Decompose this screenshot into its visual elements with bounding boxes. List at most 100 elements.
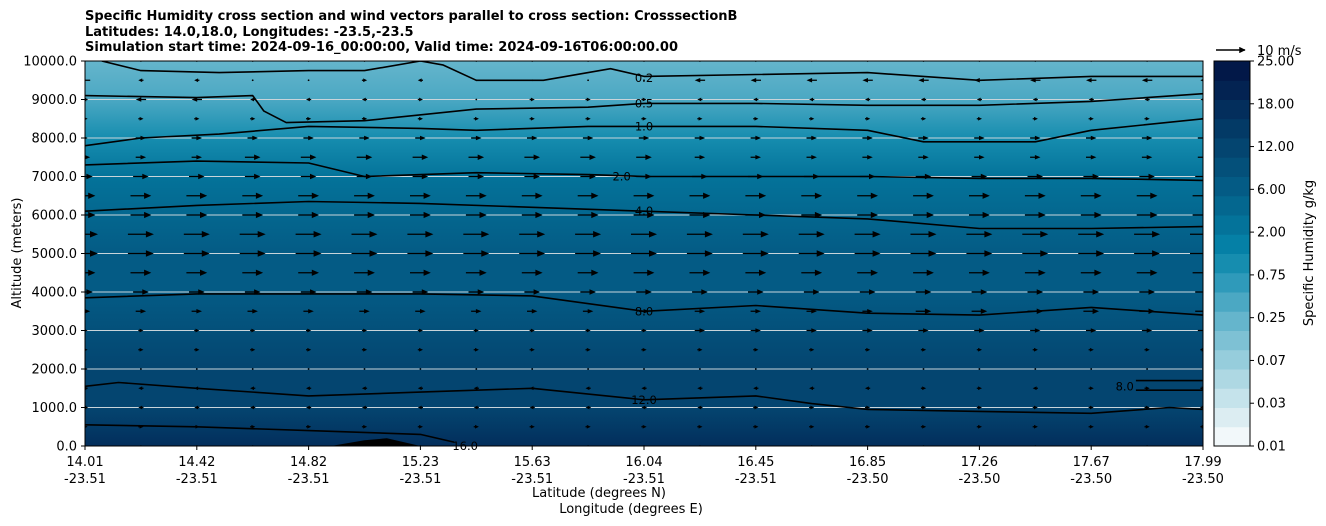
colorbar-tick-label: 18.00 [1257,97,1294,112]
y-tick-label: 1000.0 [32,401,78,416]
wind-vector [85,173,93,180]
wind-vector [363,368,366,370]
wind-vector [410,192,431,199]
wind-vector [361,116,368,121]
colorbar-segment [1214,330,1250,351]
colorbar-segment [1214,234,1250,254]
max-humidity-region [330,438,421,446]
x-tick-label-lon: -23.50 [958,472,1000,487]
contour-line [101,61,421,74]
wind-vector [1197,154,1203,160]
wind-vector [750,308,761,314]
wind-vector [866,368,869,370]
colorbar-label: Specific Humidity g/kg [1302,180,1317,326]
wind-vector [1190,233,1203,235]
wind-vector [631,250,657,257]
wind-vector [189,289,205,295]
wind-vector [463,231,490,238]
wind-vector [85,77,91,83]
wind-vector [138,386,144,391]
wind-vector [918,154,929,160]
wind-vector [85,348,88,352]
wind-vector [1190,252,1203,255]
wind-vector [521,269,543,276]
wind-vector [1144,97,1150,102]
colorbar-segment [1214,195,1250,216]
wind-vector [531,368,534,370]
wind-vector [306,405,312,410]
wind-vector [354,211,375,219]
wind-vector [1080,211,1102,219]
x-tick-label-lat: 17.99 [1184,455,1221,470]
wind-vector [135,135,147,141]
x-tick-label-lat: 16.45 [737,455,774,470]
wind-vector [529,424,535,429]
x-tick-label-lon: -23.51 [288,472,330,487]
wind-vector [1032,405,1038,410]
wind-vector [865,347,871,352]
wind-vector [524,173,540,180]
wind-vector [85,97,88,102]
x-axis: 14.01 -23.51 14.42 -23.51 14.82 -23.51 15.23 -2… [64,446,1224,487]
wind-vector [529,386,535,391]
wind-vector [250,405,256,410]
wind-vector [135,154,147,160]
wind-vector [915,308,932,314]
title-line-3: Simulation start time: 2024-09-16_00:00:… [85,40,678,55]
wind-vector [85,231,98,238]
wind-vector [806,135,817,141]
wind-vector [247,135,258,141]
wind-vector [641,424,647,429]
wind-vector [803,173,820,180]
colorbar-segment [1214,272,1250,293]
wind-vector [1083,173,1099,180]
colorbar-segment [1214,118,1250,139]
contour-line [85,200,1203,230]
y-tick-label: 7000.0 [32,170,78,185]
wind-vector [300,173,317,180]
wind-vector [242,269,264,276]
wind-vector [195,368,198,370]
colorbar-tick-label: 12.00 [1257,140,1294,155]
wind-vector [976,405,982,410]
wind-vector [242,211,264,219]
wind-vector [298,269,319,276]
wind-vector [1088,347,1094,352]
wind-vector [753,405,759,410]
reference-vector: 10 m/s [1216,44,1302,59]
wind-vector [1022,231,1049,238]
wind-vector [577,192,599,199]
wind-vector [748,289,764,295]
wind-vector [295,231,322,238]
wind-vector [976,347,982,352]
wind-vector [1141,135,1153,141]
wind-vector [1088,97,1094,102]
wind-vector [798,231,825,238]
wind-vector [306,328,312,333]
wind-vector [361,97,368,102]
y-axis-label: Altitude (meters) [10,198,25,309]
wind-vector [1086,135,1097,141]
wind-vector [699,368,701,370]
wind-vector [753,116,759,121]
x-tick-label-lon: -23.51 [735,472,777,487]
wind-vector [417,328,423,333]
wind-vector [754,368,757,370]
wind-vector [801,211,823,219]
wind-vector [359,308,370,314]
wind-vector [745,192,767,199]
wind-vector [239,231,266,238]
wind-vector [130,269,152,276]
wind-vector [194,328,200,333]
wind-vector [85,117,88,121]
wind-vector [1139,173,1155,180]
wind-vector [974,154,985,160]
wind-vector [915,289,932,295]
wind-vector [250,386,256,391]
wind-vector [913,192,934,199]
contour-line [85,118,1203,147]
wind-vector [250,424,256,429]
title-line-1: Specific Humidity cross section and wind… [85,9,738,24]
wind-vector [971,173,988,180]
wind-vector [415,308,426,314]
